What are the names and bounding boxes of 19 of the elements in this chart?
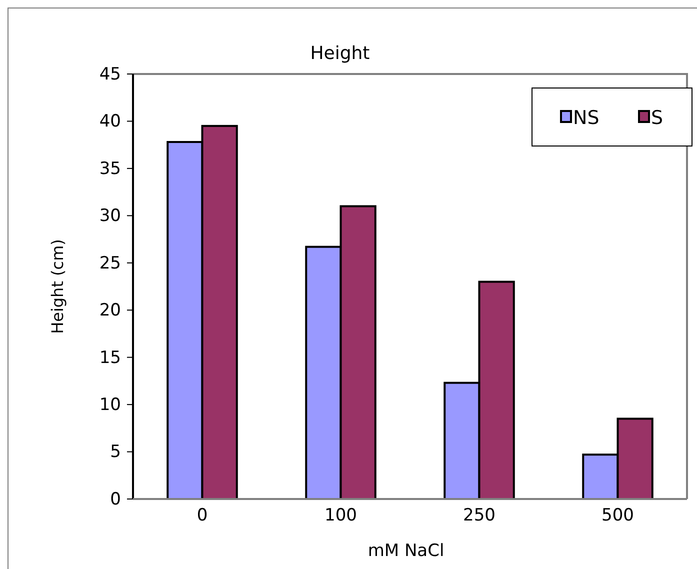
y-axis-title: Height (cm) <box>48 239 67 334</box>
x-tick-label: 250 <box>463 506 496 526</box>
y-tick-label: 10 <box>99 394 121 415</box>
y-tick-label: 45 <box>99 64 121 84</box>
legend-label: NS <box>573 107 600 129</box>
x-tick-label: 100 <box>324 506 357 526</box>
legend-label: S <box>651 107 664 129</box>
y-tick-label: 25 <box>99 253 121 274</box>
y-tick-label: 40 <box>99 112 121 132</box>
y-tick-label: 30 <box>99 206 121 226</box>
y-tick-label: 15 <box>99 348 121 368</box>
y-tick-label: 5 <box>110 442 121 462</box>
x-tick-label: 0 <box>196 506 208 526</box>
chart-title: Height <box>310 43 370 64</box>
y-tick-label: 35 <box>99 158 121 179</box>
x-axis-title: mM NaCl <box>368 541 444 561</box>
y-tick-label: 0 <box>110 489 121 510</box>
y-tick-label: 20 <box>99 300 121 321</box>
x-tick-label: 500 <box>602 506 634 526</box>
